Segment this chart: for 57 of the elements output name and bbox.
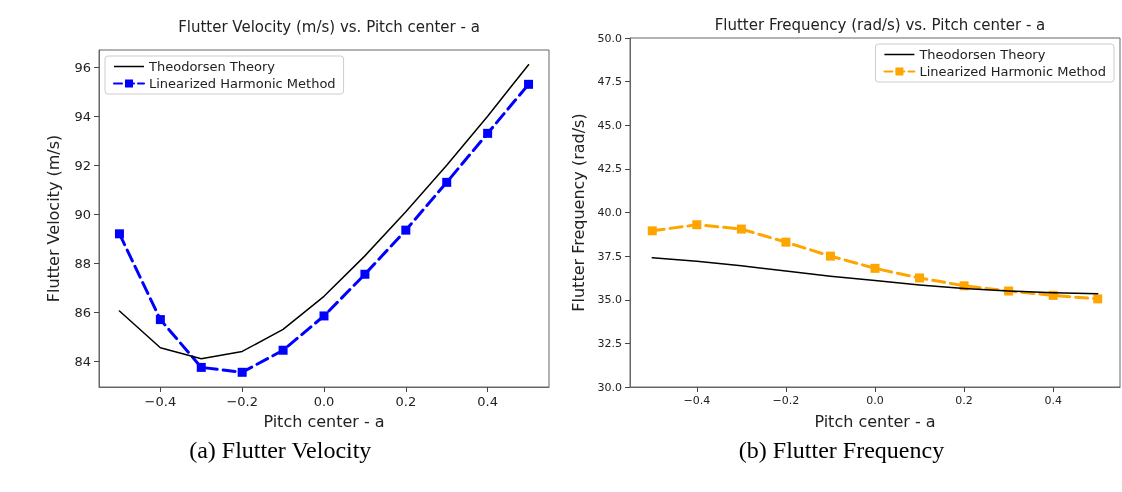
- x-tick-label: 0.2: [955, 394, 973, 407]
- x-tick-label: −0.4: [144, 394, 177, 409]
- point: [237, 367, 247, 377]
- y-tick-label: 47.5: [597, 75, 622, 89]
- point: [915, 273, 925, 283]
- point: [155, 315, 165, 325]
- y-tick-label: 84: [74, 353, 91, 369]
- chart-title: Flutter Frequency (rad/s) vs. Pitch center - a: [714, 15, 1046, 34]
- point: [360, 269, 370, 279]
- y-tick-label: 50.0: [597, 31, 622, 45]
- point: [524, 79, 534, 89]
- legend-label: Theodorsen Theory: [918, 47, 1046, 62]
- text: (b) Flutter Frequency: [738, 437, 945, 463]
- y-tick-label: 88: [74, 255, 91, 271]
- x-tick-label: 0.0: [313, 394, 335, 409]
- x-tick-label: 0.2: [395, 394, 417, 409]
- y-tick-label: 35.0: [597, 293, 622, 307]
- point: [870, 263, 880, 273]
- point: [647, 226, 657, 236]
- point: [483, 128, 493, 138]
- y-tick-label: 45.0: [597, 118, 622, 132]
- point: [825, 251, 835, 261]
- y-tick-label: 37.5: [597, 249, 622, 263]
- point: [278, 345, 288, 355]
- x-tick-label: 0.4: [1044, 394, 1062, 407]
- point: [114, 229, 124, 239]
- point: [781, 237, 791, 247]
- point: [196, 362, 206, 372]
- text: (a) Flutter Velocity: [189, 437, 372, 463]
- legend-label: Linearized Harmonic Method: [149, 76, 336, 91]
- y-axis-title: Flutter Velocity (m/s): [43, 134, 63, 303]
- x-tick-label: −0.2: [772, 394, 800, 407]
- y-tick-label: 94: [74, 108, 91, 124]
- x-tick-label: −0.4: [683, 394, 711, 407]
- y-tick-label: 96: [74, 59, 91, 75]
- y-tick-label: 86: [74, 304, 91, 320]
- y-tick-label: 32.5: [597, 336, 622, 350]
- y-tick-label: 30.0: [597, 380, 622, 394]
- legend-label: Linearized Harmonic Method: [919, 64, 1107, 79]
- y-tick-label: 42.5: [597, 162, 622, 176]
- point: [736, 224, 746, 234]
- x-axis-title: Pitch center - a: [814, 411, 936, 431]
- point: [442, 177, 452, 187]
- point: [1093, 294, 1103, 304]
- x-tick-label: 0.0: [866, 394, 884, 407]
- point: [692, 220, 702, 230]
- legend-label: Theodorsen Theory: [148, 59, 276, 74]
- y-tick-label: 92: [74, 157, 91, 173]
- x-tick-label: −0.2: [226, 394, 258, 409]
- y-tick-label: 90: [74, 206, 91, 222]
- y-tick-label: 40.0: [597, 206, 622, 219]
- point: [401, 225, 411, 235]
- x-axis-title: Pitch center - a: [263, 411, 385, 431]
- y-axis-title: Flutter Frequency (rad/s): [569, 113, 589, 312]
- point: [319, 311, 329, 321]
- chart-title: Flutter Velocity (m/s) vs. Pitch center - a: [178, 17, 480, 36]
- x-tick-label: 0.4: [477, 394, 498, 409]
